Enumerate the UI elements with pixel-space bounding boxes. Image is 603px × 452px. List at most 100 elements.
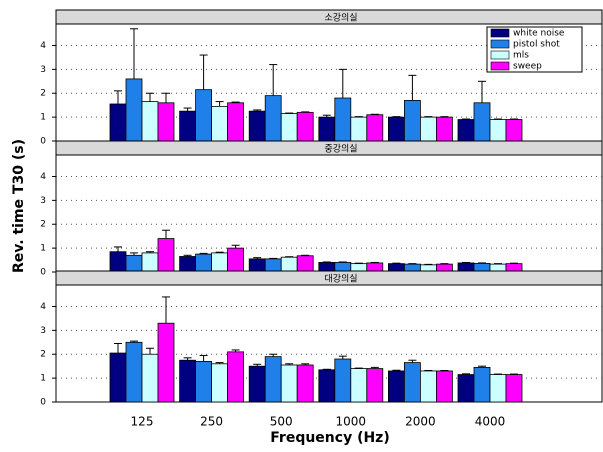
x-tick-label: 1000 xyxy=(336,415,367,429)
bar xyxy=(387,370,405,403)
bar xyxy=(141,353,159,403)
bar xyxy=(334,358,352,403)
bar xyxy=(318,116,336,142)
x-tick-label: 4000 xyxy=(475,415,506,429)
bar xyxy=(179,359,197,403)
bar xyxy=(125,341,143,403)
bar xyxy=(248,365,266,403)
x-tick-label: 250 xyxy=(200,415,223,429)
bar xyxy=(264,356,282,403)
x-tick-label: 2000 xyxy=(405,415,436,429)
y-tick-label: 2 xyxy=(40,89,46,99)
legend-swatch xyxy=(490,28,510,38)
legend-swatch xyxy=(490,61,510,71)
bar xyxy=(227,247,245,273)
bar xyxy=(473,102,491,142)
bar xyxy=(457,119,475,142)
panel-strip xyxy=(55,140,603,156)
y-tick-label: 4 xyxy=(40,172,46,182)
bar xyxy=(280,364,298,403)
bar xyxy=(179,110,197,142)
panel-title: 대강의실 xyxy=(324,274,357,285)
bar xyxy=(505,374,523,403)
plot-area xyxy=(55,154,603,273)
bar xyxy=(366,114,384,142)
y-tick-label: 2 xyxy=(40,220,46,230)
bar xyxy=(296,111,314,142)
legend-label: sweep xyxy=(513,62,542,72)
legend-swatch xyxy=(490,39,510,49)
panel-strip xyxy=(55,270,603,286)
bar xyxy=(387,116,405,142)
bar xyxy=(109,251,127,273)
bar xyxy=(141,252,159,273)
y-tick-label: 3 xyxy=(40,326,46,336)
bar xyxy=(435,370,453,403)
bar xyxy=(264,258,282,273)
legend-label: pistol shot xyxy=(513,40,560,50)
y-tick-label: 4 xyxy=(40,41,46,51)
bar xyxy=(489,374,507,403)
panel-strip xyxy=(55,9,603,25)
bar xyxy=(248,258,266,273)
bar xyxy=(457,374,475,403)
bar xyxy=(211,105,229,142)
bar xyxy=(473,366,491,403)
bar xyxy=(157,322,175,403)
bar xyxy=(334,97,352,142)
bar xyxy=(227,102,245,142)
bar xyxy=(227,351,245,403)
x-tick-label: 500 xyxy=(270,415,293,429)
bar xyxy=(141,101,159,142)
bar xyxy=(419,370,437,403)
bar xyxy=(403,362,421,403)
bar xyxy=(195,89,213,142)
legend-label: white noise xyxy=(513,29,565,39)
bar xyxy=(195,361,213,403)
bar xyxy=(505,119,523,142)
bar xyxy=(157,102,175,142)
legend-label: mls xyxy=(513,51,529,61)
y-tick-label: 1 xyxy=(40,244,46,254)
x-axis-title: Frequency (Hz) xyxy=(270,430,389,446)
y-tick-label: 0 xyxy=(40,268,46,278)
panel-title: 중강의실 xyxy=(324,144,357,155)
bar xyxy=(179,256,197,273)
legend-swatch xyxy=(490,50,510,60)
bar xyxy=(435,116,453,142)
bar xyxy=(211,252,229,273)
x-tick-label: 125 xyxy=(131,415,154,429)
bar xyxy=(264,95,282,142)
bar xyxy=(419,116,437,142)
bar xyxy=(403,100,421,142)
y-tick-label: 3 xyxy=(40,196,46,206)
bar xyxy=(280,113,298,142)
bar xyxy=(280,256,298,273)
bar xyxy=(296,364,314,403)
y-tick-label: 2 xyxy=(40,350,46,360)
bar xyxy=(296,255,314,273)
bar xyxy=(248,110,266,142)
y-axis-title: Rev. time T30 (s) xyxy=(11,139,27,273)
bar xyxy=(195,253,213,273)
bar xyxy=(350,368,368,403)
bar xyxy=(125,254,143,273)
y-tick-label: 0 xyxy=(40,137,46,147)
bar xyxy=(350,116,368,142)
bar xyxy=(318,369,336,403)
y-tick-label: 1 xyxy=(40,374,46,384)
panel-title: 소강의실 xyxy=(324,13,357,24)
bar xyxy=(157,238,175,273)
bar xyxy=(125,78,143,142)
y-tick-label: 0 xyxy=(40,398,46,408)
bar xyxy=(211,363,229,403)
bar xyxy=(109,352,127,403)
bar xyxy=(489,119,507,142)
y-tick-label: 4 xyxy=(40,302,46,312)
bar xyxy=(109,103,127,142)
y-tick-label: 3 xyxy=(40,65,46,75)
y-tick-label: 1 xyxy=(40,113,46,123)
bar xyxy=(366,368,384,403)
